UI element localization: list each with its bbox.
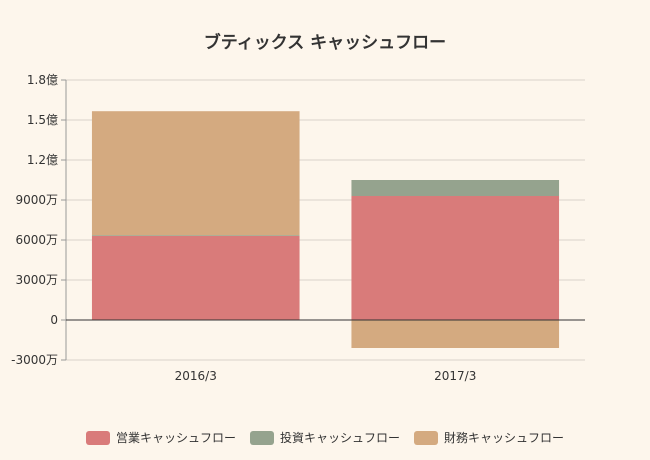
y-tick-label: 9000万 bbox=[15, 193, 58, 207]
legend-label-investing: 投資キャッシュフロー bbox=[279, 431, 400, 445]
x-tick-label: 2016/3 bbox=[175, 369, 217, 383]
bar-segment bbox=[351, 196, 560, 320]
y-tick-label: 3000万 bbox=[15, 273, 58, 287]
chart-title: ブティックス キャッシュフロー bbox=[203, 33, 447, 53]
y-tick-label: 6000万 bbox=[15, 233, 58, 247]
legend-swatch-investing bbox=[249, 430, 274, 445]
y-tick-label: 1.2億 bbox=[27, 153, 58, 167]
legend-item-operating[interactable]: 営業キャッシュフロー bbox=[85, 429, 236, 446]
legend-label-financing: 財務キャッシュフロー bbox=[444, 431, 565, 445]
legend-swatch-operating bbox=[85, 430, 110, 445]
bar-segment bbox=[91, 111, 300, 236]
legend-swatch-financing bbox=[414, 430, 438, 445]
y-tick-label: 1.8億 bbox=[27, 73, 58, 87]
plot-area: -3000万 0 3000万 6000万 9000万 1.2億 1.5億 1.8億 2016/3… bbox=[11, 73, 585, 383]
bar-segment bbox=[91, 236, 300, 320]
y-tick-label: 1.5億 bbox=[27, 113, 58, 127]
bar-segment bbox=[91, 235, 300, 236]
legend: 営業キャッシュフロー 投資キャッシュフロー 財務キャッシュフロー bbox=[0, 429, 650, 446]
y-tick-label: 0 bbox=[50, 313, 58, 327]
legend-item-investing[interactable]: 投資キャッシュフロー bbox=[249, 429, 400, 446]
x-tick-label: 2017/3 bbox=[434, 369, 476, 383]
legend-label-operating: 営業キャッシュフロー bbox=[115, 431, 236, 445]
y-tick-label: -3000万 bbox=[11, 353, 58, 367]
bar-segment bbox=[351, 320, 560, 348]
bar-segment bbox=[351, 180, 560, 196]
legend-item-financing[interactable]: 財務キャッシュフロー bbox=[414, 429, 564, 446]
